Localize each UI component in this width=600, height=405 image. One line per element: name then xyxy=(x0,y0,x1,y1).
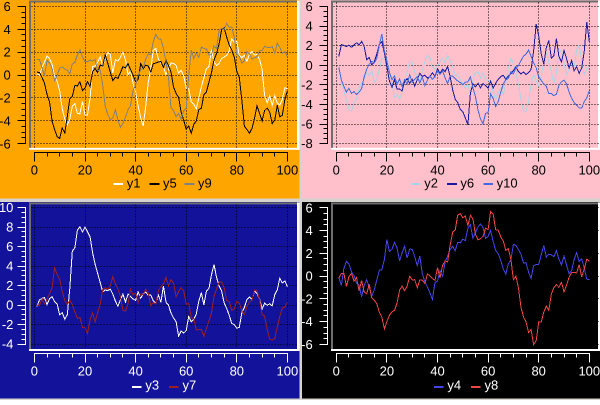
svg-text:2: 2 xyxy=(6,278,13,293)
svg-text:80: 80 xyxy=(531,364,545,379)
svg-text:100: 100 xyxy=(578,163,600,178)
svg-text:0: 0 xyxy=(305,58,312,73)
svg-text:0: 0 xyxy=(333,163,340,178)
svg-text:100: 100 xyxy=(277,364,299,379)
svg-text:y2: y2 xyxy=(424,176,438,191)
svg-text:60: 60 xyxy=(179,163,193,178)
svg-text:y9: y9 xyxy=(198,176,212,191)
svg-text:80: 80 xyxy=(230,163,244,178)
svg-text:6: 6 xyxy=(305,200,312,215)
svg-text:40: 40 xyxy=(128,163,142,178)
svg-text:y8: y8 xyxy=(485,377,499,392)
svg-text:0: 0 xyxy=(305,269,312,284)
svg-text:y6: y6 xyxy=(460,176,474,191)
svg-text:10: 10 xyxy=(0,200,13,215)
svg-text:0: 0 xyxy=(31,364,38,379)
svg-text:-4: -4 xyxy=(301,97,313,112)
svg-text:y4: y4 xyxy=(447,377,461,392)
svg-text:4: 4 xyxy=(305,19,312,34)
svg-text:4: 4 xyxy=(3,22,10,37)
svg-text:-4: -4 xyxy=(0,113,11,128)
svg-text:-6: -6 xyxy=(301,337,313,352)
svg-text:80: 80 xyxy=(230,364,244,379)
svg-text:-2: -2 xyxy=(301,291,313,306)
svg-text:20: 20 xyxy=(380,364,394,379)
svg-text:y7: y7 xyxy=(183,377,197,392)
svg-text:60: 60 xyxy=(481,364,495,379)
svg-text:20: 20 xyxy=(380,163,394,178)
svg-text:y10: y10 xyxy=(497,176,518,191)
svg-text:0: 0 xyxy=(3,68,10,83)
svg-text:40: 40 xyxy=(430,364,444,379)
svg-text:0: 0 xyxy=(333,364,340,379)
svg-text:-2: -2 xyxy=(301,77,313,92)
svg-text:0: 0 xyxy=(31,163,38,178)
svg-text:y1: y1 xyxy=(127,176,141,191)
svg-text:-2: -2 xyxy=(2,317,14,332)
svg-text:6: 6 xyxy=(305,0,312,14)
svg-text:6: 6 xyxy=(3,0,10,14)
svg-text:y5: y5 xyxy=(163,176,177,191)
svg-text:100: 100 xyxy=(277,163,299,178)
svg-text:60: 60 xyxy=(481,163,495,178)
svg-text:8: 8 xyxy=(6,220,13,235)
svg-text:-6: -6 xyxy=(0,136,11,151)
svg-text:40: 40 xyxy=(430,163,444,178)
svg-text:20: 20 xyxy=(78,364,92,379)
svg-text:y3: y3 xyxy=(145,377,159,392)
svg-text:60: 60 xyxy=(179,364,193,379)
svg-text:80: 80 xyxy=(531,163,545,178)
svg-text:2: 2 xyxy=(3,45,10,60)
svg-text:4: 4 xyxy=(6,259,13,274)
svg-text:-4: -4 xyxy=(2,337,14,352)
svg-text:2: 2 xyxy=(305,38,312,53)
svg-text:2: 2 xyxy=(305,246,312,261)
svg-text:-4: -4 xyxy=(301,314,313,329)
svg-text:20: 20 xyxy=(78,163,92,178)
svg-text:0: 0 xyxy=(6,298,13,313)
svg-text:-2: -2 xyxy=(0,91,11,106)
svg-text:4: 4 xyxy=(305,223,312,238)
svg-text:6: 6 xyxy=(6,239,13,254)
svg-text:100: 100 xyxy=(578,364,600,379)
svg-text:-6: -6 xyxy=(301,117,313,132)
svg-text:40: 40 xyxy=(128,364,142,379)
svg-text:-8: -8 xyxy=(301,136,313,151)
